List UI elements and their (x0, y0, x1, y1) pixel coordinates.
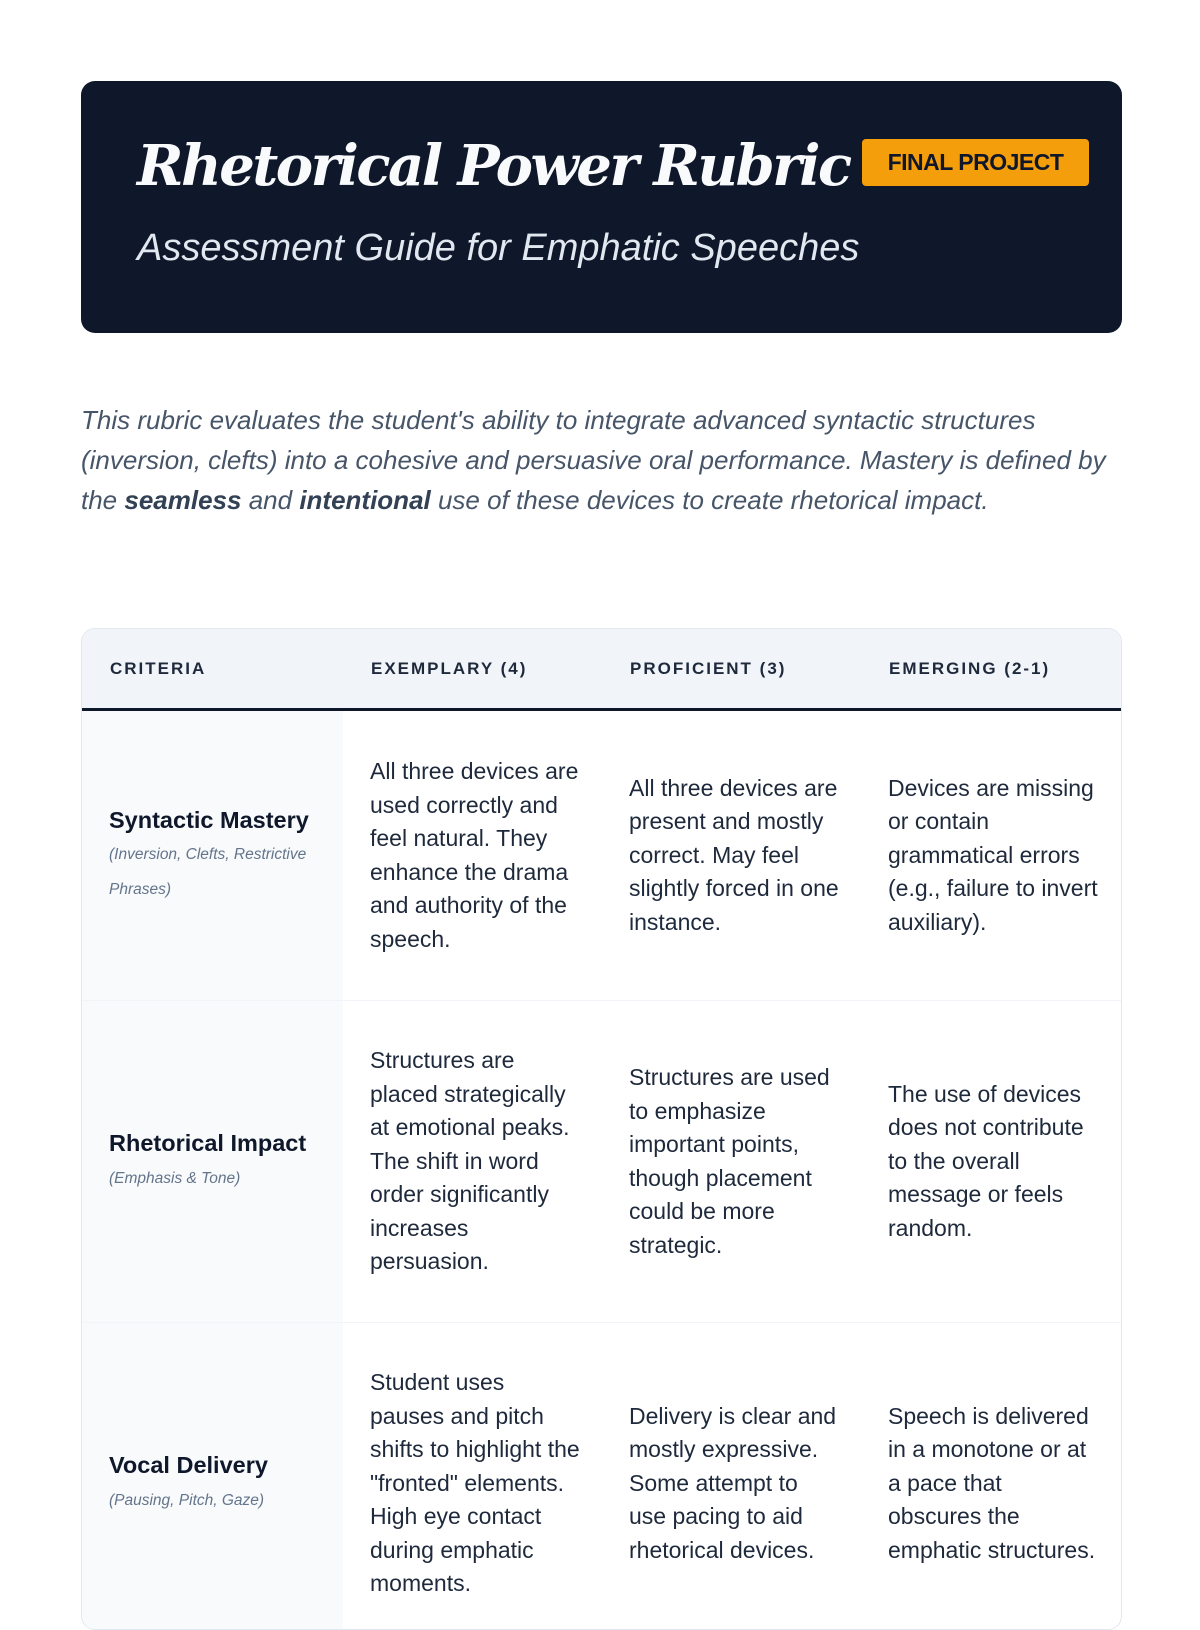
intro-emphasis-seamless: seamless (124, 485, 241, 515)
emerging-cell: Speech is delivered in a monotone or at … (861, 1323, 1121, 1630)
header-proficient: PROFICIENT (3) (602, 629, 861, 710)
criterion-name: Syntactic Mastery (109, 804, 323, 838)
intro-text: and (241, 485, 299, 515)
criterion-name: Vocal Delivery (109, 1449, 323, 1483)
criterion-cell: Syntactic Mastery (Inversion, Clefts, Re… (82, 710, 343, 1001)
rubric-table: CRITERIA EXEMPLARY (4) PROFICIENT (3) EM… (81, 628, 1122, 1630)
criterion-name: Rhetorical Impact (109, 1127, 323, 1161)
exemplary-cell: All three devices are used correctly and… (343, 710, 602, 1001)
criterion-subtitle: (Emphasis & Tone) (109, 1161, 323, 1196)
criterion-cell: Rhetorical Impact (Emphasis & Tone) (82, 1001, 343, 1323)
header-criteria: CRITERIA (82, 629, 343, 710)
table-header-row: CRITERIA EXEMPLARY (4) PROFICIENT (3) EM… (82, 629, 1121, 710)
intro-paragraph: This rubric evaluates the student's abil… (81, 400, 1126, 520)
table-row: Syntactic Mastery (Inversion, Clefts, Re… (82, 710, 1121, 1001)
intro-emphasis-intentional: intentional (299, 485, 430, 515)
exemplary-cell: Structures are placed strategically at e… (343, 1001, 602, 1323)
exemplary-cell: Student uses pauses and pitch shifts to … (343, 1323, 602, 1630)
table-row: Vocal Delivery (Pausing, Pitch, Gaze) St… (82, 1323, 1121, 1630)
page-subtitle: Assessment Guide for Emphatic Speeches (137, 227, 859, 270)
final-project-badge: FINAL PROJECT (862, 139, 1090, 186)
emerging-cell: Devices are missing or contain grammatic… (861, 710, 1121, 1001)
title-row: Rhetorical Power Rubric FINAL PROJECT (137, 133, 1089, 199)
criterion-subtitle: (Inversion, Clefts, Restrictive Phrases) (109, 837, 323, 907)
intro-text: use of these devices to create rhetorica… (431, 485, 989, 515)
proficient-cell: Structures are used to emphasize importa… (602, 1001, 861, 1323)
proficient-cell: Delivery is clear and mostly expressive.… (602, 1323, 861, 1630)
header-exemplary: EXEMPLARY (4) (343, 629, 602, 710)
header-emerging: EMERGING (2-1) (861, 629, 1121, 710)
criterion-cell: Vocal Delivery (Pausing, Pitch, Gaze) (82, 1323, 343, 1630)
emerging-cell: The use of devices does not contribute t… (861, 1001, 1121, 1323)
proficient-cell: All three devices are present and mostly… (602, 710, 861, 1001)
header-banner: Rhetorical Power Rubric FINAL PROJECT As… (81, 81, 1122, 333)
table-row: Rhetorical Impact (Emphasis & Tone) Stru… (82, 1001, 1121, 1323)
page-title: Rhetorical Power Rubric (137, 133, 850, 199)
criterion-subtitle: (Pausing, Pitch, Gaze) (109, 1483, 323, 1518)
